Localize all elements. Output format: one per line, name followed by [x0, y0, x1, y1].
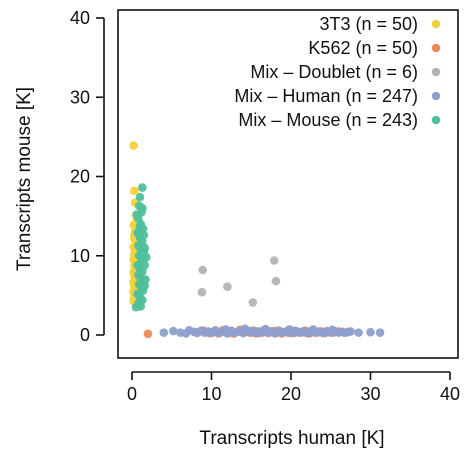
axis-ticks: 0 10 20 30 40 0 10 20 30 40: [70, 8, 460, 404]
data-point: [261, 324, 270, 334]
legend-swatch: [431, 91, 441, 101]
data-point: [130, 186, 139, 196]
data-point: [140, 260, 150, 270]
data-point: [142, 253, 151, 262]
data-point: [159, 328, 169, 337]
legend-label: Mix – Mouse (n = 243): [238, 110, 418, 130]
data-point: [270, 256, 279, 265]
data-point: [141, 275, 150, 284]
y-tick-label: 20: [70, 167, 90, 187]
data-point: [366, 327, 375, 337]
y-tick-label: 30: [70, 87, 90, 107]
data-point: [197, 287, 207, 297]
data-point: [328, 325, 337, 335]
y-tick-label: 40: [70, 8, 90, 28]
data-point: [308, 325, 318, 334]
legend-label: 3T3 (n = 50): [319, 14, 418, 34]
legend-swatch: [431, 19, 441, 29]
data-points: [129, 141, 385, 339]
x-tick-label: 30: [360, 384, 380, 404]
x-axis-label: Transcripts human [K]: [199, 428, 384, 449]
data-point: [143, 329, 153, 339]
legend-label: K562 (n = 50): [308, 38, 418, 58]
data-point: [138, 183, 147, 192]
data-point: [346, 327, 355, 336]
data-point: [131, 302, 141, 312]
data-point: [135, 222, 145, 231]
x-tick-label: 10: [201, 384, 221, 404]
data-point: [271, 276, 281, 286]
legend-swatch: [431, 115, 441, 125]
legend-swatch: [431, 43, 441, 53]
data-point: [285, 325, 294, 334]
data-point: [354, 328, 363, 337]
data-point: [198, 265, 208, 275]
y-axis-label: Transcripts mouse [K]: [14, 87, 35, 271]
data-point: [138, 203, 147, 213]
legend-label: Mix – Doublet (n = 6): [250, 62, 418, 82]
data-point: [135, 192, 145, 202]
data-point: [221, 325, 231, 334]
plot-box: [117, 9, 459, 359]
x-tick-label: 0: [127, 384, 137, 404]
x-tick-label: 20: [281, 384, 301, 404]
data-point: [132, 210, 142, 219]
data-point: [240, 324, 250, 333]
x-tick-label: 40: [440, 384, 460, 404]
y-tick-label: 0: [80, 325, 90, 345]
data-point: [169, 326, 178, 336]
data-point: [139, 230, 149, 240]
data-point: [248, 298, 258, 307]
data-point: [375, 328, 385, 337]
data-point: [140, 243, 150, 253]
data-point: [129, 141, 138, 150]
legend: 3T3 (n = 50) K562 (n = 50) Mix – Doublet (…: [234, 14, 441, 130]
y-tick-label: 10: [70, 246, 90, 266]
data-point: [140, 281, 150, 291]
legend-swatch: [431, 67, 441, 77]
legend-label: Mix – Human (n = 247): [234, 86, 418, 106]
data-point: [223, 282, 232, 291]
